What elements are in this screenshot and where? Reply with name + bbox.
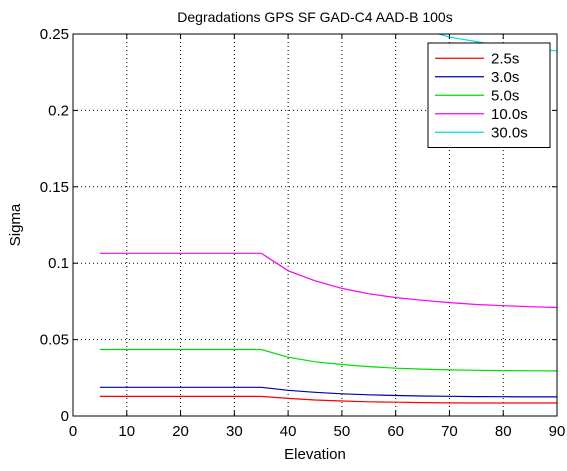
x-tick-label: 40 — [280, 423, 297, 440]
series-line-10-0s — [99, 252, 558, 309]
y-tick-label: 0.05 — [40, 332, 69, 349]
x-tick-label: 80 — [495, 423, 512, 440]
legend-label: 2.5s — [491, 50, 519, 67]
y-tick-label: 0.1 — [48, 255, 69, 272]
x-tick-label: 0 — [69, 423, 77, 440]
legend-label: 30.0s — [491, 124, 528, 141]
x-tick-label: 10 — [118, 423, 135, 440]
x-tick-label: 70 — [441, 423, 458, 440]
legend-label: 3.0s — [491, 69, 519, 86]
x-axis-label: Elevation — [284, 446, 346, 463]
series-lines — [99, 33, 558, 404]
y-tick-label: 0.2 — [48, 102, 69, 119]
x-tick-label: 20 — [172, 423, 189, 440]
legend-label: 10.0s — [491, 106, 528, 123]
series-line-2-5s — [99, 395, 557, 404]
series-line-3-0s — [99, 386, 557, 398]
series-line-5-0s — [99, 348, 558, 372]
axis-ticks: 0 10 20 30 40 50 60 70 80 90 0 0.05 0.1 0.15 0.2 0.25 — [40, 26, 566, 440]
y-tick-label: 0.15 — [40, 179, 69, 196]
x-tick-label: 50 — [334, 423, 351, 440]
x-tick-label: 60 — [387, 423, 404, 440]
chart-title: Degradations GPS SF GAD-C4 AAD-B 100s — [177, 9, 452, 25]
y-tick-label: 0.25 — [40, 26, 69, 43]
x-tick-label: 90 — [549, 423, 566, 440]
y-tick-label: 0 — [61, 408, 69, 425]
axes-frame — [72, 33, 558, 417]
x-tick-label: 30 — [226, 423, 243, 440]
grid-lines — [73, 34, 557, 416]
y-axis-label: Sigma — [7, 203, 24, 246]
legend-label: 5.0s — [491, 87, 519, 104]
